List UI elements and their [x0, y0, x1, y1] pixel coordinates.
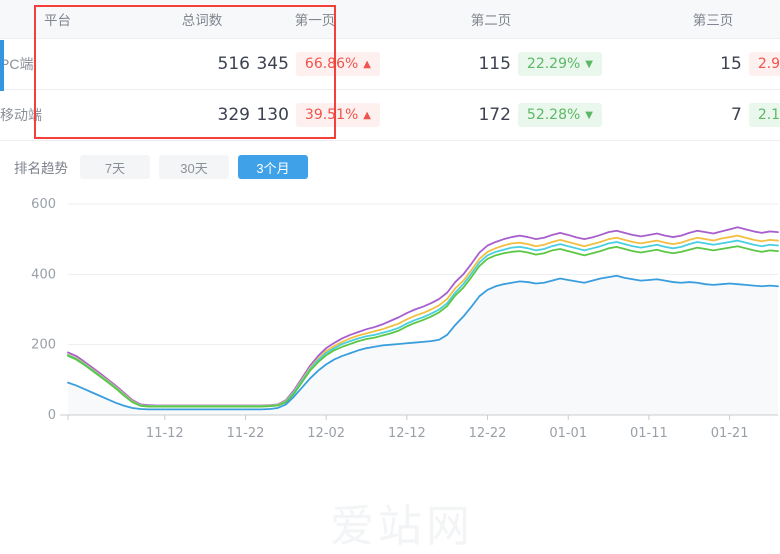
column-header-platform: 平台 — [0, 0, 154, 39]
page2-badge: 52.28% ▼ — [517, 103, 602, 127]
table-header: 平台 总词数 第一页 第二页 第三页 — [0, 0, 780, 39]
x-axis-tick-label: 11-22 — [227, 426, 265, 441]
page2-pct: 52.28% — [526, 107, 581, 123]
cell-page2: 172 52.28% ▼ — [380, 89, 602, 141]
page1-badge: 66.86% ▲ — [295, 52, 380, 76]
y-axis-tick-label: 400 — [31, 267, 56, 282]
table-row[interactable]: 移动端 329 130 39.51% ▲ 172 52.28% ▼ 7 2.13%▼ — [0, 89, 780, 141]
cell-page3: 15 2.91%▲ — [602, 38, 780, 90]
page3-badge: 2.91%▲ — [748, 52, 780, 76]
column-header-page1: 第一页 — [250, 0, 380, 39]
x-axis-tick-label: 01-21 — [711, 426, 749, 441]
arrow-up-icon: ▲ — [363, 110, 371, 121]
column-header-page3: 第三页 — [602, 0, 780, 39]
cell-total: 329 — [154, 89, 250, 141]
table-header-row: 平台 总词数 第一页 第二页 第三页 — [0, 0, 780, 39]
cell-page2: 115 22.29% ▼ — [380, 38, 602, 90]
x-axis-tick-label: 12-12 — [388, 426, 426, 441]
cell-platform: 移动端 — [0, 89, 154, 141]
x-axis-tick-label: 01-11 — [630, 426, 668, 441]
page1-count: 130 — [256, 105, 289, 125]
arrow-down-icon: ▼ — [585, 110, 593, 121]
page3-count: 7 — [730, 105, 742, 125]
page3-pct: 2.91% — [757, 56, 780, 72]
x-axis-tick-label: 12-02 — [307, 426, 345, 441]
x-axis-tick-label: 12-22 — [469, 426, 507, 441]
cell-page1: 130 39.51% ▲ — [250, 89, 380, 141]
tab-7-days[interactable]: 7天 — [80, 155, 150, 179]
page2-badge: 22.29% ▼ — [517, 52, 602, 76]
x-axis-tick-label: 01-01 — [549, 426, 587, 441]
y-axis-tick-label: 0 — [48, 408, 56, 423]
page1-badge: 39.51% ▲ — [295, 103, 380, 127]
arrow-up-icon: ▲ — [363, 59, 371, 70]
y-axis-tick-label: 600 — [31, 197, 56, 212]
selected-row-marker — [0, 40, 4, 91]
page3-pct: 2.13% — [757, 107, 780, 123]
page3-badge: 2.13%▼ — [748, 103, 780, 127]
arrow-down-icon: ▼ — [585, 59, 593, 70]
page3-count: 15 — [720, 54, 742, 74]
page1-pct: 39.51% — [304, 107, 359, 123]
page2-pct: 22.29% — [526, 56, 581, 72]
cell-page3: 7 2.13%▼ — [602, 89, 780, 141]
rank-trend-chart: 爱站网 0 200 400 600 11-12 11-22 12-02 12-12 12-22 0… — [0, 190, 780, 552]
watermark: 爱站网 — [330, 501, 474, 552]
cell-platform: PC端 — [0, 38, 154, 90]
tab-30-days[interactable]: 30天 — [159, 155, 229, 179]
table-row[interactable]: PC端 516 345 66.86% ▲ 115 22.29% ▼ 15 2.91%▲ — [0, 38, 780, 90]
column-header-page2: 第二页 — [380, 0, 602, 39]
page2-count: 172 — [478, 105, 511, 125]
column-header-total: 总词数 — [154, 0, 250, 39]
page2-count: 115 — [478, 54, 511, 74]
page1-count: 345 — [256, 54, 289, 74]
y-axis-tick-label: 200 — [31, 338, 56, 353]
tab-3-months[interactable]: 3个月 — [238, 155, 308, 179]
cell-total: 516 — [154, 38, 250, 90]
trend-title: 排名趋势 — [14, 161, 68, 176]
trend-toolbar: 排名趋势 7天 30天 3个月 — [0, 150, 780, 184]
chart-line-绿线 — [67, 245, 779, 408]
chart-canvas: 0 200 400 600 11-12 11-22 12-02 12-12 12-22 01-01… — [31, 197, 779, 441]
chart-line-蓝线 — [67, 274, 779, 411]
x-axis-tick-label: 11-12 — [146, 426, 184, 441]
platform-stats-table: 平台 总词数 第一页 第二页 第三页 PC端 516 345 66.86% ▲ 11… — [0, 0, 780, 141]
cell-page1: 345 66.86% ▲ — [250, 38, 380, 90]
page1-pct: 66.86% — [304, 56, 359, 72]
